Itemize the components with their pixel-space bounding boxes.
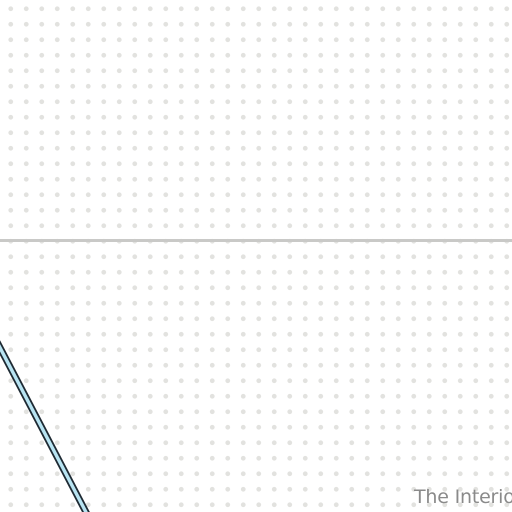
wall-segment-outline — [0, 340, 90, 512]
wall-segment-fill — [0, 343, 88, 512]
room-name-label: The Interio — [414, 486, 512, 508]
section-divider-line — [0, 239, 512, 242]
